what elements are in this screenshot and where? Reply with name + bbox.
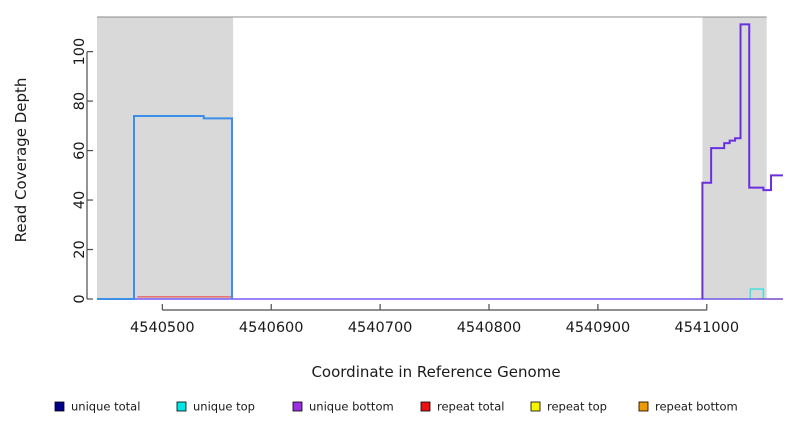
legend-swatch [638, 401, 649, 412]
y-axis-title: Read Coverage Depth [12, 78, 30, 243]
y-tick-label: 0 [72, 294, 88, 303]
legend-swatch [292, 401, 303, 412]
legend-label: unique total [71, 400, 140, 414]
x-tick-label: 4540800 [457, 320, 522, 336]
x-axis-title: Coordinate in Reference Genome [311, 363, 560, 381]
axes [86, 51, 708, 311]
x-tick-label: 4540900 [566, 320, 631, 336]
legend-label: repeat bottom [655, 400, 738, 414]
x-tick-labels: 4540500 4540600 4540700 4540800 4540900 45410… [130, 320, 739, 336]
x-tick-label: 4540600 [239, 320, 304, 336]
y-tick-label: 40 [72, 191, 88, 209]
y-tick-labels: 0 20 40 60 80 100 [72, 38, 88, 304]
legend-swatch [54, 401, 65, 412]
legend-label: unique bottom [309, 400, 394, 414]
x-tick-label: 4540700 [348, 320, 413, 336]
shaded-regions [97, 17, 767, 299]
x-tick-label: 4540500 [130, 320, 195, 336]
legend-swatch [176, 401, 187, 412]
legend-label: repeat top [547, 400, 607, 414]
legend-label: repeat total [437, 400, 504, 414]
right-coverage-trace [701, 23, 783, 299]
y-tick-label: 60 [72, 141, 88, 159]
legend-swatch [530, 401, 541, 412]
y-tick-label: 100 [72, 38, 88, 66]
left-coverage-trace [97, 114, 234, 300]
legend-swatch [420, 401, 431, 412]
data-traces [97, 23, 783, 300]
unique-top-spike [749, 288, 765, 299]
legend-label: unique top [193, 400, 255, 414]
repeat-region-left [97, 17, 234, 299]
repeat-region-right [702, 17, 767, 299]
y-tick-label: 20 [72, 240, 88, 258]
legend: unique total unique top unique bottom repea… [54, 400, 738, 414]
y-tick-label: 80 [72, 92, 88, 110]
x-tick-label: 4541000 [674, 320, 739, 336]
